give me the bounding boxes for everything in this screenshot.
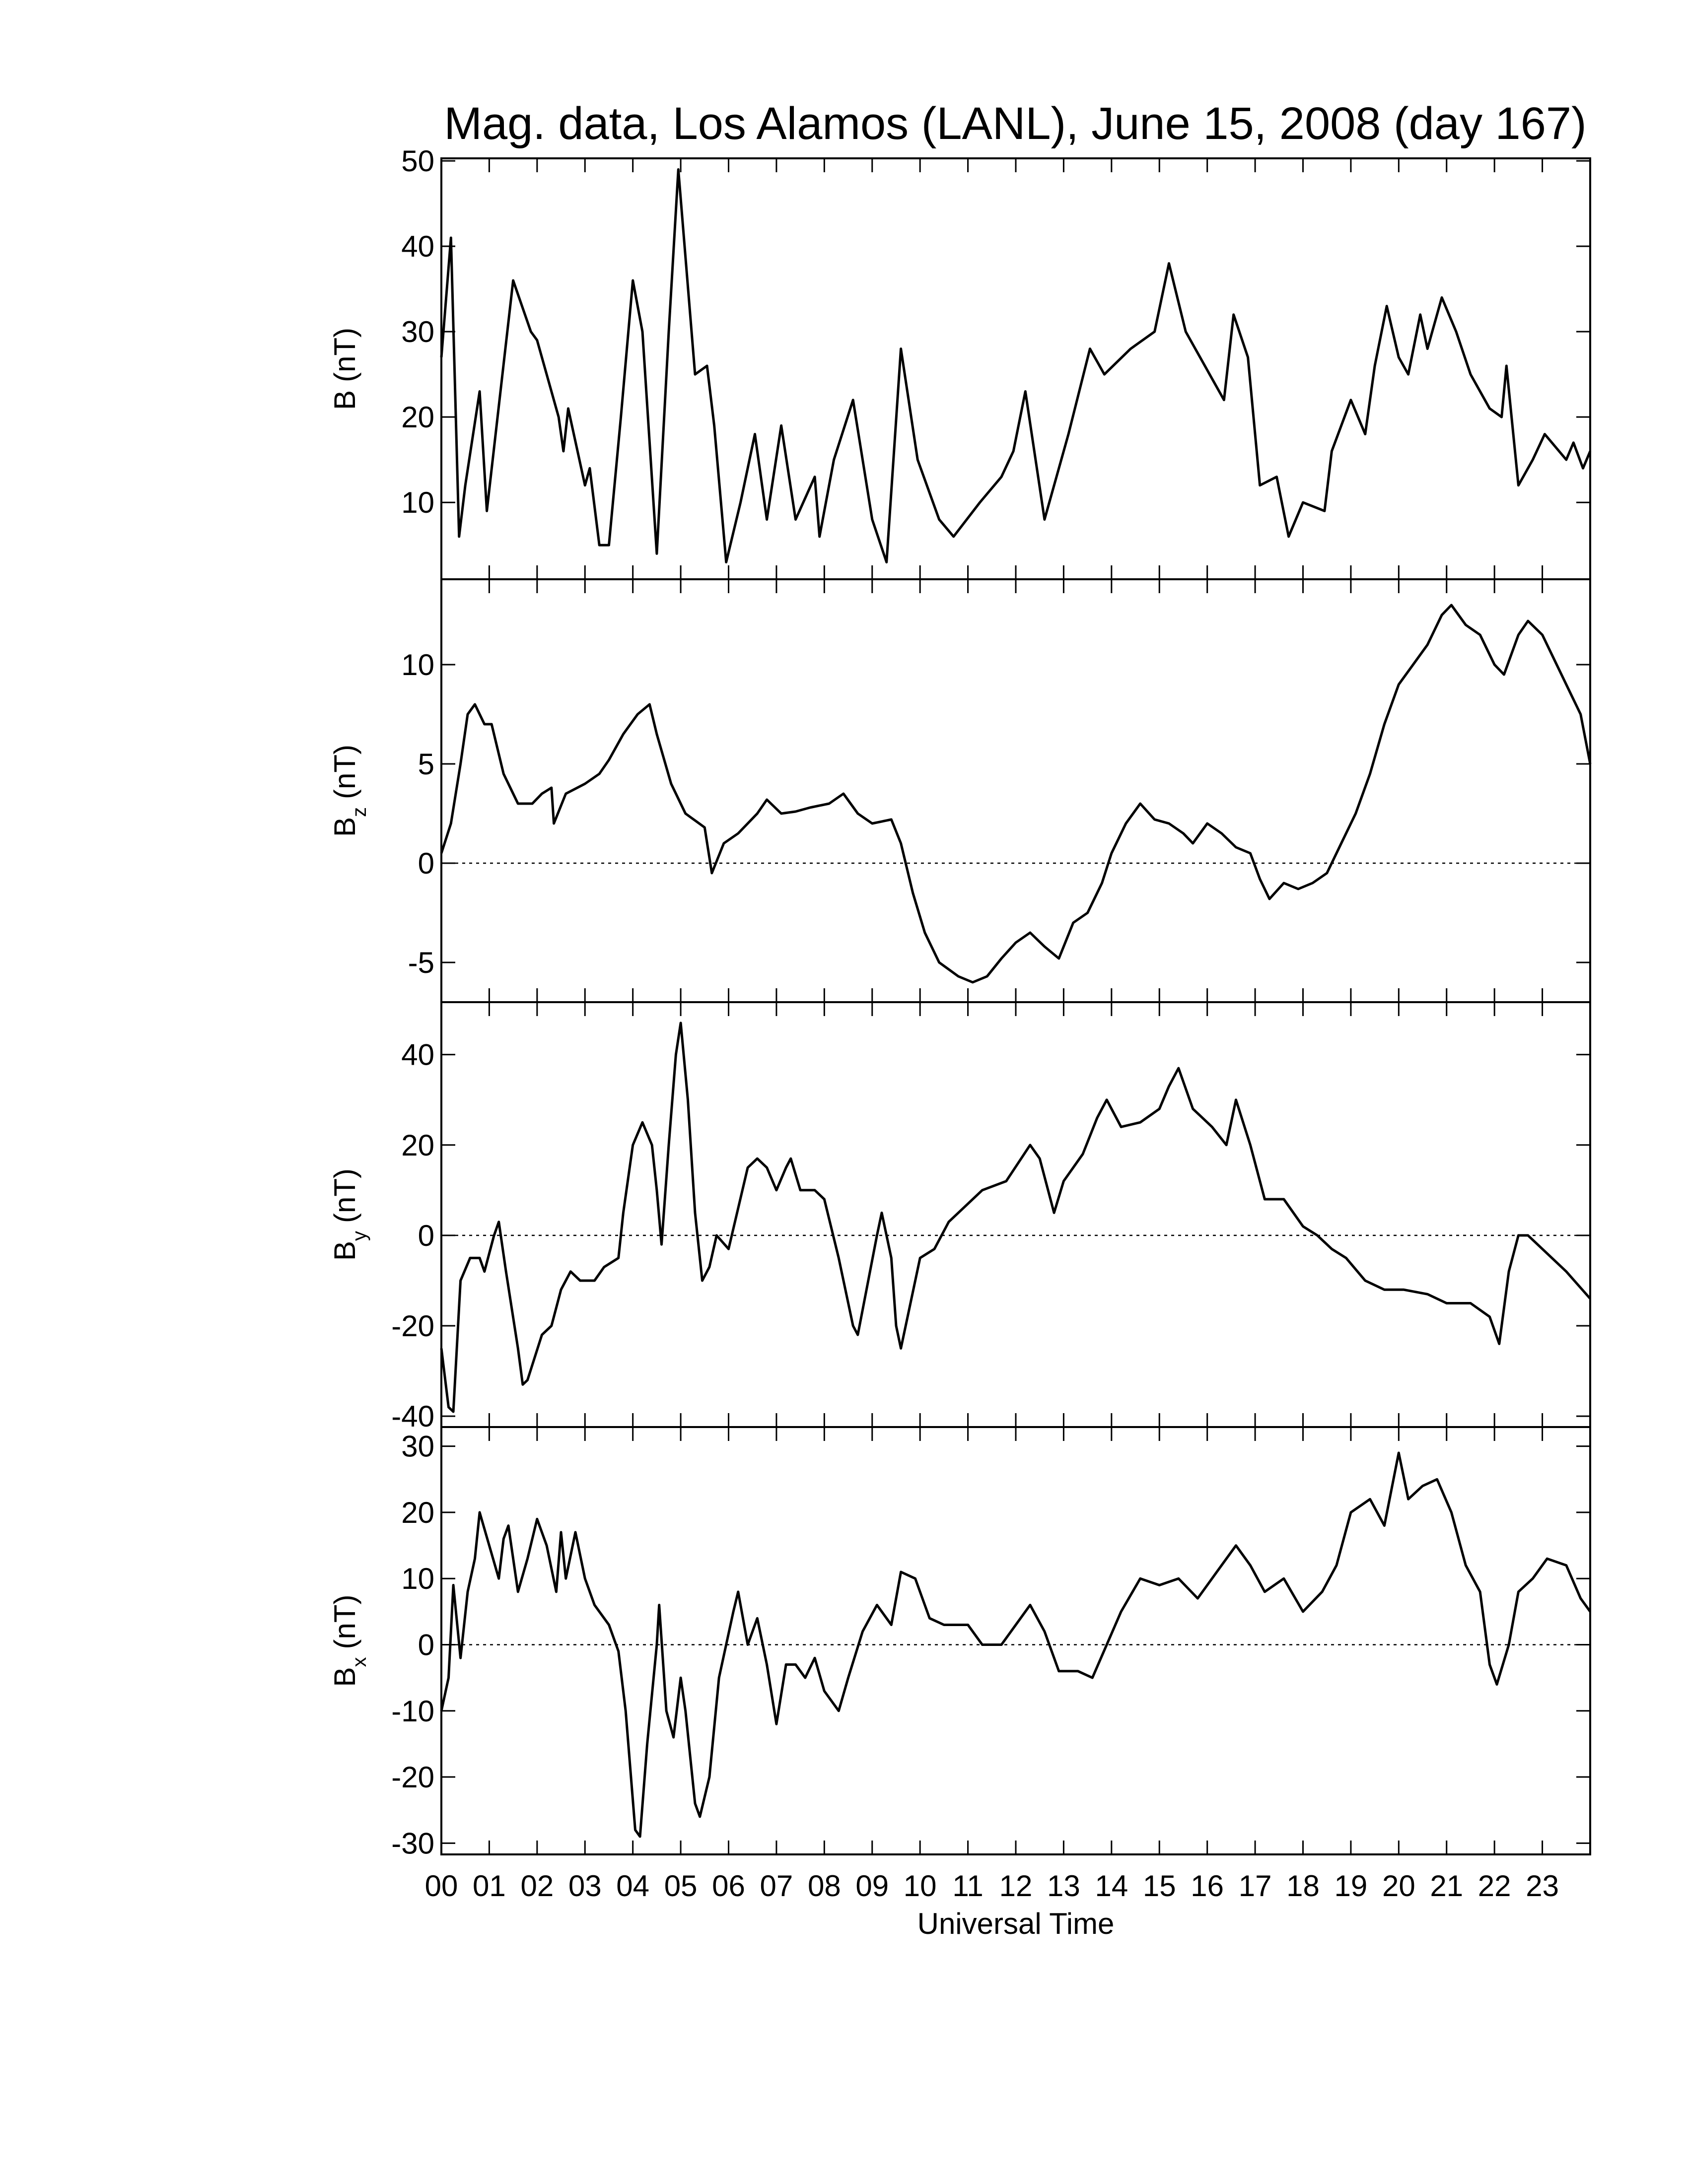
x-tick-label: 09 xyxy=(855,1869,889,1903)
x-tick-label: 18 xyxy=(1286,1869,1320,1903)
y-label-unit: (nT) xyxy=(328,328,361,382)
x-axis-label: Universal Time xyxy=(917,1907,1115,1940)
x-tick-label: 20 xyxy=(1382,1869,1415,1903)
x-tick-label: 23 xyxy=(1526,1869,1559,1903)
y-tick-label: 10 xyxy=(401,486,434,519)
x-tick-label: 15 xyxy=(1143,1869,1176,1903)
x-tick-label: 00 xyxy=(425,1869,458,1903)
x-tick-label: 13 xyxy=(1047,1869,1080,1903)
data-line xyxy=(440,1451,1592,1838)
x-tick-label: 08 xyxy=(808,1869,841,1903)
y-tick-label: 10 xyxy=(401,648,434,682)
y-tick-label: 20 xyxy=(401,1129,434,1162)
y-tick-label: 30 xyxy=(401,1430,434,1463)
data-line xyxy=(440,1022,1591,1413)
y-tick-label: 5 xyxy=(418,748,434,781)
y-tick-label: 0 xyxy=(418,1219,434,1252)
y-tick-label: 0 xyxy=(418,1628,434,1661)
y-label-symbol: B xyxy=(328,817,361,837)
y-tick-label: -30 xyxy=(391,1827,434,1860)
y-tick-label: 0 xyxy=(418,847,434,880)
y-label-symbol: B xyxy=(328,390,361,410)
y-tick-label: 40 xyxy=(401,1038,434,1072)
x-tick-label: 19 xyxy=(1335,1869,1368,1903)
y-label-symbol: B xyxy=(328,1241,361,1261)
y-tick-label: 40 xyxy=(401,230,434,263)
x-tick-label: 07 xyxy=(760,1869,793,1903)
x-tick-label: 17 xyxy=(1239,1869,1272,1903)
y-label-subscript: x xyxy=(349,1657,370,1667)
x-tick-label: 06 xyxy=(712,1869,745,1903)
y-label-symbol: B xyxy=(328,1667,361,1687)
y-label-unit: (nT) xyxy=(328,1594,361,1649)
y-tick-label: 20 xyxy=(401,1496,434,1529)
y-tick-label: -40 xyxy=(391,1400,434,1433)
y-tick-label: 50 xyxy=(401,144,434,178)
x-tick-label: 03 xyxy=(568,1869,602,1903)
y-tick-label: -5 xyxy=(408,946,434,979)
y-tick-label: 20 xyxy=(401,401,434,434)
x-tick-label: 01 xyxy=(473,1869,506,1903)
y-tick-label: -20 xyxy=(391,1309,434,1343)
y-axis-label: Bz (nT) xyxy=(328,745,370,837)
y-axis-label: Bx (nT) xyxy=(328,1594,370,1687)
x-tick-label: 11 xyxy=(952,1869,983,1903)
y-tick-label: -10 xyxy=(391,1695,434,1728)
x-tick-label: 21 xyxy=(1430,1869,1463,1903)
y-tick-label: -20 xyxy=(391,1761,434,1794)
x-tick-label: 22 xyxy=(1478,1869,1511,1903)
data-line xyxy=(440,168,1592,564)
y-label-subscript: z xyxy=(349,807,370,817)
y-label-unit: (nT) xyxy=(328,745,361,799)
y-tick-label: 30 xyxy=(401,315,434,348)
data-line xyxy=(440,604,1592,984)
plot-frame xyxy=(440,1426,1591,1855)
x-tick-label: 04 xyxy=(616,1869,649,1903)
x-tick-label: 10 xyxy=(904,1869,937,1903)
y-axis-label: By (nT) xyxy=(328,1168,370,1261)
y-label-unit: (nT) xyxy=(328,1168,361,1223)
x-tick-label: 02 xyxy=(520,1869,554,1903)
x-tick-label: 16 xyxy=(1191,1869,1224,1903)
x-tick-label: 14 xyxy=(1095,1869,1128,1903)
y-label-subscript: y xyxy=(349,1231,370,1241)
y-axis-label: B (nT) xyxy=(328,328,361,410)
x-tick-label: 12 xyxy=(999,1869,1033,1903)
chart-title: Mag. data, Los Alamos (LANL), June 15, 2… xyxy=(444,98,1586,149)
x-tick-label: 05 xyxy=(664,1869,698,1903)
y-tick-label: 10 xyxy=(401,1562,434,1595)
